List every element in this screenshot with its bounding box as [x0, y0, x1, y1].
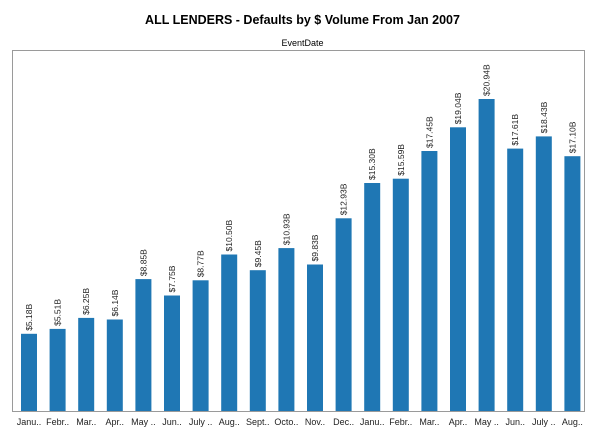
data-label: $8.77B: [196, 250, 206, 277]
x-tick-label: May ..: [474, 417, 499, 427]
bar[interactable]: [335, 218, 352, 411]
data-label: $6.14B: [110, 289, 120, 316]
data-label: $5.18B: [24, 304, 34, 331]
data-label: $9.45B: [253, 240, 263, 267]
x-tick-label: Aug..: [219, 417, 240, 427]
bar[interactable]: [249, 270, 266, 411]
x-tick-label: Jun..: [162, 417, 182, 427]
bar[interactable]: [135, 279, 152, 411]
data-label: $8.85B: [138, 249, 148, 276]
data-label: $20.94B: [482, 64, 492, 96]
chart-title: ALL LENDERS - Defaults by $ Volume From …: [145, 13, 460, 27]
x-tick-label: Dec..: [333, 417, 354, 427]
data-label: $17.61B: [510, 114, 520, 146]
data-label: $7.75B: [167, 265, 177, 292]
bar[interactable]: [450, 127, 466, 412]
bar[interactable]: [49, 328, 66, 411]
bar[interactable]: [535, 136, 552, 411]
x-tick-label: Febr..: [389, 417, 412, 427]
x-tick-label: Apr..: [106, 417, 125, 427]
x-tick-label: Nov..: [305, 417, 325, 427]
data-label: $17.45B: [424, 116, 434, 148]
data-label: $18.43B: [539, 101, 549, 133]
bar[interactable]: [478, 99, 495, 411]
data-label: $12.93B: [339, 183, 349, 215]
bar[interactable]: [21, 333, 37, 411]
data-label: $6.25B: [81, 288, 91, 315]
x-tick-label: July ..: [532, 417, 556, 427]
data-label: $5.51B: [53, 299, 63, 326]
bar[interactable]: [564, 156, 581, 411]
bars-group: [21, 99, 581, 412]
x-tick-label: Febr..: [46, 417, 69, 427]
data-label: $10.50B: [224, 220, 234, 252]
chart-subtitle: EventDate: [281, 38, 324, 48]
bar[interactable]: [507, 148, 524, 411]
bar[interactable]: [192, 280, 209, 411]
data-label: $9.83B: [310, 234, 320, 261]
plot-area: [12, 50, 585, 412]
x-tick-label: July ..: [189, 417, 213, 427]
x-tick-label: Octo..: [274, 417, 298, 427]
bar[interactable]: [364, 183, 381, 411]
x-tick-label: Aug..: [562, 417, 583, 427]
bar[interactable]: [221, 254, 238, 412]
bar[interactable]: [278, 248, 295, 411]
bar[interactable]: [307, 264, 323, 412]
data-label: $19.04B: [453, 92, 463, 124]
bar[interactable]: [78, 317, 95, 411]
x-tick-label: Sept..: [246, 417, 270, 427]
data-label: $17.10B: [567, 121, 577, 153]
bar[interactable]: [106, 319, 123, 412]
data-label: $15.30B: [367, 148, 377, 180]
data-label: $15.59B: [396, 144, 406, 176]
x-tick-label: Mar..: [76, 417, 96, 427]
x-tick-label: Mar..: [419, 417, 439, 427]
x-tick-label: Apr..: [449, 417, 468, 427]
x-tick-label: Jun..: [505, 417, 525, 427]
bar[interactable]: [392, 178, 409, 411]
x-tick-label: Janu..: [360, 417, 385, 427]
data-labels-group: $5.18B $5.51B $6.25B $6.14B $8.85B $7.75B $8.7…: [24, 64, 577, 331]
x-tick-labels-group: Janu.. Febr.. Mar.. Apr.. May .. Jun.. July ..…: [17, 417, 583, 427]
bar[interactable]: [421, 151, 438, 411]
data-label: $10.93B: [281, 213, 291, 245]
bar[interactable]: [164, 295, 180, 412]
x-tick-label: May ..: [131, 417, 156, 427]
x-tick-label: Janu..: [17, 417, 42, 427]
